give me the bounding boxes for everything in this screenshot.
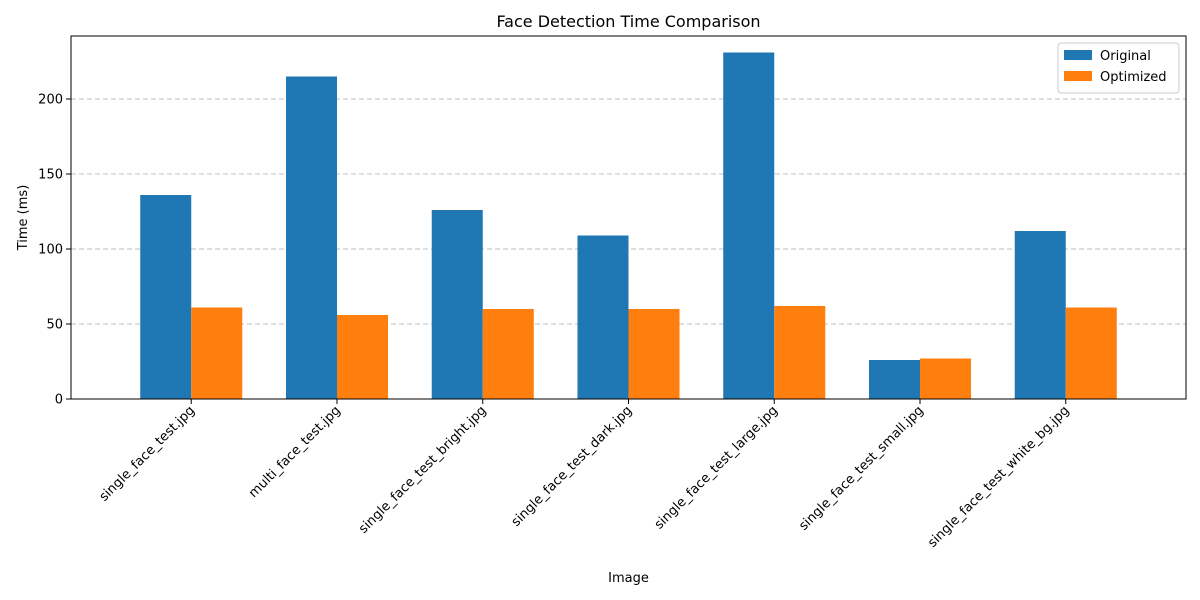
x-axis-label: Image (608, 571, 649, 586)
bar-original-2[interactable] (431, 210, 483, 399)
y-axis-label: Time (ms) (16, 185, 31, 252)
x-tick-label: multi_face_test.jpg (246, 403, 344, 501)
legend-swatch-optimized[interactable] (1064, 71, 1092, 81)
y-tick-label: 50 (46, 318, 63, 333)
bar-optimized-5[interactable] (920, 358, 972, 400)
bar-optimized-3[interactable] (628, 309, 680, 399)
bar-original-6[interactable] (1014, 231, 1066, 399)
legend[interactable]: Original Optimized (1057, 42, 1180, 94)
bar-optimized-6[interactable] (1065, 307, 1117, 400)
bar-optimized-2[interactable] (482, 309, 534, 399)
bar-original-3[interactable] (577, 235, 629, 400)
y-tick-label: 0 (55, 393, 63, 408)
x-tick-label: single_face_test_bright.jpg (356, 403, 489, 536)
y-tick-label: 200 (38, 93, 63, 108)
legend-swatch-original[interactable] (1064, 50, 1092, 60)
bar-original-5[interactable] (868, 360, 921, 399)
x-tick-label: single_face_test_small.jpg (796, 403, 926, 533)
x-tick-label: single_face_test_dark.jpg (509, 403, 636, 530)
bars-layer (140, 52, 1117, 400)
bar-optimized-4[interactable] (774, 306, 826, 399)
bar-optimized-0[interactable] (191, 307, 243, 400)
bar-original-1[interactable] (285, 76, 337, 400)
bar-original-0[interactable] (140, 195, 192, 399)
x-axis: single_face_test.jpg multi_face_test.jpg s… (97, 399, 1073, 551)
y-axis: 0 50 100 150 200 (38, 93, 71, 408)
x-tick-label: single_face_test_white_bg.jpg (925, 403, 1072, 550)
grid-layer (71, 98, 1186, 325)
y-tick-label: 150 (38, 168, 63, 183)
chart-title: Face Detection Time Comparison (496, 12, 760, 31)
x-tick-label: single_face_test.jpg (97, 403, 198, 504)
x-tick-label: single_face_test_large.jpg (652, 403, 781, 532)
bar-original-4[interactable] (723, 52, 775, 400)
y-tick-label: 100 (38, 243, 63, 258)
legend-label-optimized: Optimized (1100, 70, 1167, 85)
bar-optimized-1[interactable] (336, 315, 389, 399)
legend-label-original: Original (1100, 49, 1151, 64)
